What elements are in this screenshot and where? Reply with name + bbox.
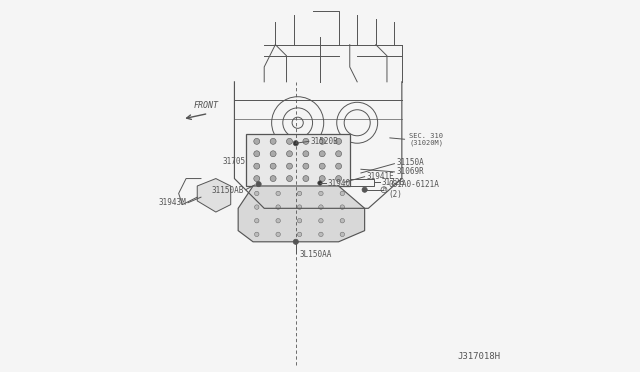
Text: FRONT: FRONT xyxy=(194,101,219,110)
Circle shape xyxy=(270,151,276,157)
Circle shape xyxy=(287,138,292,144)
Text: 3172B: 3172B xyxy=(381,178,404,187)
Circle shape xyxy=(293,141,298,146)
Circle shape xyxy=(318,181,322,185)
Text: 31941E: 31941E xyxy=(367,172,394,181)
Text: 081A0-6121A
(2): 081A0-6121A (2) xyxy=(389,180,440,199)
Text: 31940: 31940 xyxy=(328,179,351,187)
FancyBboxPatch shape xyxy=(246,134,349,186)
Circle shape xyxy=(303,176,309,182)
Text: 31150A: 31150A xyxy=(396,158,424,167)
Circle shape xyxy=(340,218,344,223)
Circle shape xyxy=(298,232,302,237)
Circle shape xyxy=(254,176,260,182)
Text: 31150AB: 31150AB xyxy=(211,186,244,195)
Text: SEC. 310
(31020M): SEC. 310 (31020M) xyxy=(410,133,444,146)
Circle shape xyxy=(340,191,344,196)
Circle shape xyxy=(319,218,323,223)
Circle shape xyxy=(255,218,259,223)
Polygon shape xyxy=(238,186,365,242)
Circle shape xyxy=(276,232,280,237)
Circle shape xyxy=(254,138,260,144)
Circle shape xyxy=(319,176,325,182)
Circle shape xyxy=(287,163,292,169)
Circle shape xyxy=(319,191,323,196)
Circle shape xyxy=(362,187,367,192)
Circle shape xyxy=(270,176,276,182)
Circle shape xyxy=(335,176,342,182)
Text: 31520B: 31520B xyxy=(310,137,339,146)
Circle shape xyxy=(254,151,260,157)
Circle shape xyxy=(340,205,344,209)
Circle shape xyxy=(255,191,259,196)
Circle shape xyxy=(298,205,302,209)
Circle shape xyxy=(319,205,323,209)
Text: 31943M: 31943M xyxy=(158,198,186,207)
Circle shape xyxy=(293,239,298,244)
Circle shape xyxy=(270,163,276,169)
Circle shape xyxy=(255,232,259,237)
Circle shape xyxy=(335,151,342,157)
Circle shape xyxy=(276,191,280,196)
Text: 3L150AA: 3L150AA xyxy=(300,250,332,259)
Circle shape xyxy=(276,218,280,223)
Circle shape xyxy=(287,176,292,182)
Circle shape xyxy=(303,163,309,169)
Circle shape xyxy=(298,191,302,196)
Text: 31705: 31705 xyxy=(223,157,246,166)
Circle shape xyxy=(255,205,259,209)
Circle shape xyxy=(276,205,280,209)
Text: J317018H: J317018H xyxy=(458,352,500,361)
Circle shape xyxy=(270,138,276,144)
Circle shape xyxy=(319,163,325,169)
Text: B: B xyxy=(382,187,386,192)
Circle shape xyxy=(298,218,302,223)
Polygon shape xyxy=(197,179,231,212)
Text: 31069R: 31069R xyxy=(396,167,424,176)
Circle shape xyxy=(256,182,261,187)
Circle shape xyxy=(335,163,342,169)
Circle shape xyxy=(335,138,342,144)
Circle shape xyxy=(319,151,325,157)
Circle shape xyxy=(287,151,292,157)
Circle shape xyxy=(340,232,344,237)
Circle shape xyxy=(303,138,309,144)
Circle shape xyxy=(254,163,260,169)
Circle shape xyxy=(319,232,323,237)
Circle shape xyxy=(303,151,309,157)
Circle shape xyxy=(319,138,325,144)
